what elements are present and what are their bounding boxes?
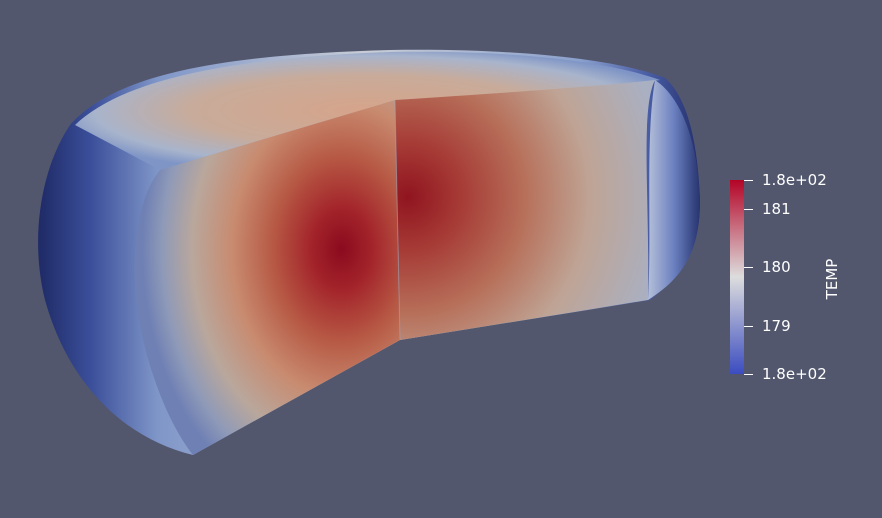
colorbar-tick-mark	[744, 209, 753, 210]
colorbar-tick-label: 181	[762, 200, 791, 218]
cut-edge	[394, 99, 401, 341]
right-shell-surface	[648, 80, 700, 300]
colorbar-tick-mark	[744, 180, 753, 181]
colorbar-gradient	[730, 180, 744, 374]
cut-face-left	[134, 100, 401, 455]
colorbar-tick-label: 180	[762, 258, 791, 276]
top-face	[75, 51, 660, 170]
colorbar-tick-label: 1.8e+02	[762, 171, 827, 189]
colorbar-tick-mark	[744, 267, 753, 268]
colorbar-title: TEMP	[823, 258, 841, 300]
cut-face-right	[395, 80, 655, 340]
colorbar-tick-mark	[744, 326, 753, 327]
colorbar-tick-mark	[744, 374, 753, 375]
colorbar-tick-label: 179	[762, 317, 791, 335]
colorbar-tick-label: 1.8e+02	[762, 365, 827, 383]
